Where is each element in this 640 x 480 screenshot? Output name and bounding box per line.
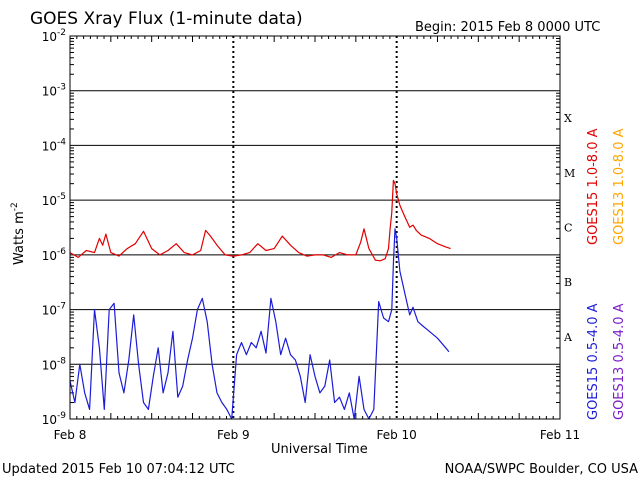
- legend-entry: GOES15 1.0-8.0 A: [586, 128, 601, 245]
- flare-class-C: C: [564, 222, 572, 235]
- flare-class-labels: X M C B A: [563, 112, 575, 344]
- legend-label: GOES13 1.0-8.0 A: [612, 128, 627, 245]
- x-tick-label: Feb 8: [54, 428, 87, 442]
- flare-class-B: B: [564, 276, 572, 289]
- legend-label: GOES13 0.5-4.0 A: [612, 303, 627, 420]
- grid-lines: [70, 90, 560, 365]
- y-tick-label: 10-8: [42, 356, 67, 372]
- legend-entry: GOES15 0.5-4.0 A: [586, 303, 601, 420]
- y-tick-label: 10-2: [42, 28, 66, 44]
- x-axis-ticks: Feb 8 Feb 9 Feb 10 Feb 11: [54, 36, 580, 442]
- y-axis-label: Watts m-2: [10, 202, 27, 265]
- legend: GOES15 1.0-8.0 A GOES13 1.0-8.0 A GOES15 0…: [586, 128, 627, 420]
- x-tick-label: Feb 11: [540, 428, 580, 442]
- y-axis-ticks: 10-2 10-3 10-4 10-5 10-6 10-7 10-8 10-9: [42, 28, 560, 427]
- x-axis-label: Universal Time: [271, 442, 368, 457]
- begin-label: Begin: 2015 Feb 8 0000 UTC: [415, 20, 600, 35]
- series-line: [69, 179, 451, 262]
- x-tick-label: Feb 9: [217, 428, 250, 442]
- y-tick-label: 10-7: [42, 302, 66, 318]
- footer-updated: Updated 2015 Feb 10 07:04:12 UTC: [2, 462, 235, 477]
- y-tick-label: 10-9: [42, 411, 67, 427]
- series-lines: [69, 179, 451, 420]
- legend-entry: GOES13 0.5-4.0 A: [612, 303, 627, 420]
- flare-class-X: X: [564, 112, 572, 125]
- day-separators: [232, 36, 398, 419]
- flare-class-M: M: [564, 167, 575, 180]
- y-tick-label: 10-4: [42, 137, 67, 153]
- y-tick-label: 10-6: [42, 247, 67, 263]
- x-tick-label: Feb 10: [376, 428, 416, 442]
- series-line: [69, 228, 450, 420]
- legend-entry: GOES13 1.0-8.0 A: [612, 128, 627, 245]
- flare-class-A: A: [563, 331, 573, 344]
- chart-title: GOES Xray Flux (1-minute data): [30, 9, 303, 29]
- legend-label: GOES15 1.0-8.0 A: [586, 128, 601, 245]
- footer-credit: NOAA/SWPC Boulder, CO USA: [445, 462, 638, 477]
- legend-label: GOES15 0.5-4.0 A: [586, 303, 601, 420]
- y-tick-label: 10-5: [42, 192, 66, 208]
- y-tick-label: 10-3: [42, 83, 66, 99]
- plot-frame: [69, 35, 561, 420]
